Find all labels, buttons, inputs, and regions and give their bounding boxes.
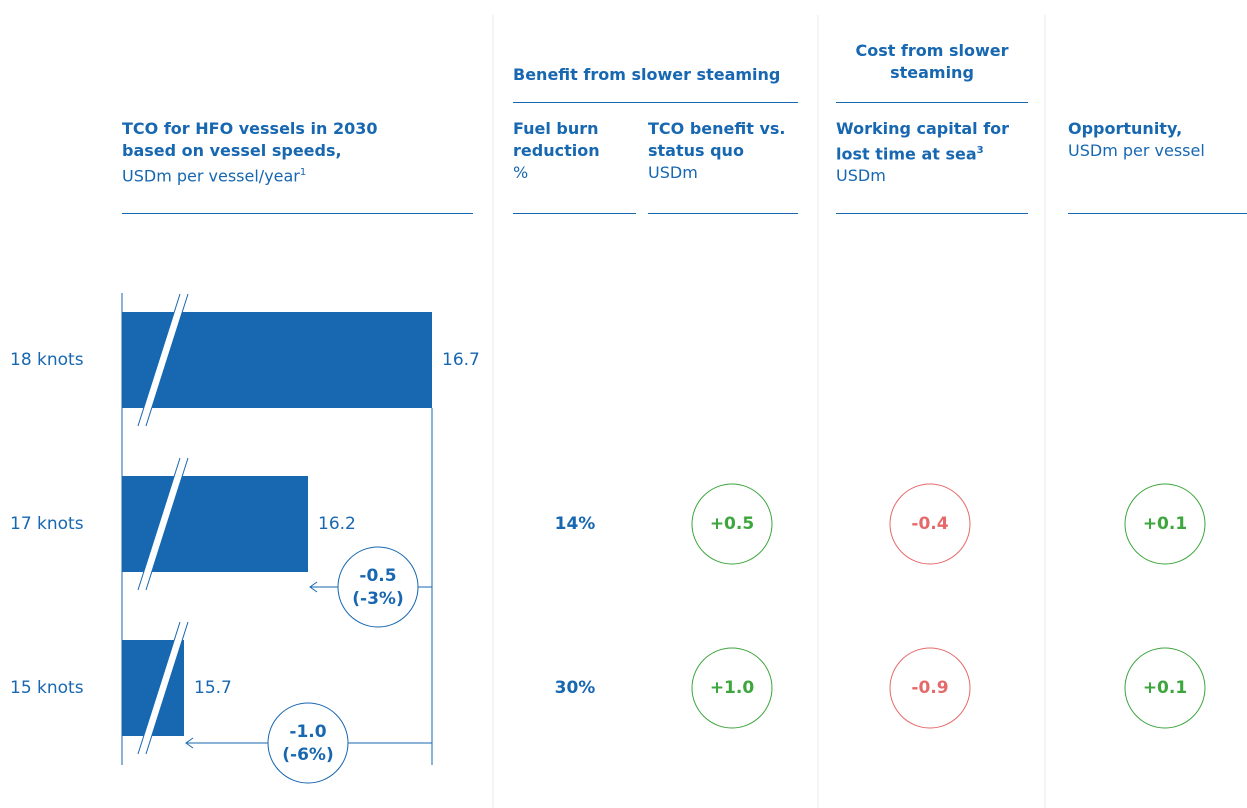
underline — [513, 213, 636, 214]
category-label: 18 knots — [10, 350, 84, 370]
underline — [648, 213, 798, 214]
underline — [122, 213, 473, 214]
table-cell: 14% — [555, 514, 596, 534]
table-cell: -0.4 — [911, 514, 948, 534]
table-cell: +0.1 — [1143, 514, 1187, 534]
axis-break — [137, 293, 181, 427]
axis-break — [137, 621, 181, 755]
column-title: TCO benefit vs. status quo — [648, 119, 786, 160]
category-label: 17 knots — [10, 514, 84, 534]
value-badge — [691, 483, 773, 565]
axis-break — [145, 457, 189, 591]
difference-percent: (-6%) — [282, 745, 333, 765]
column-unit: USDm — [836, 166, 886, 186]
value-badge — [1124, 647, 1206, 729]
footnote: 1 — [299, 167, 307, 178]
table-cell: +1.0 — [710, 678, 755, 698]
value-badge — [889, 647, 971, 729]
value-label: 16.7 — [442, 350, 480, 370]
subtitle-text: USDm per vessel/year — [122, 166, 300, 186]
value-badge — [1124, 483, 1206, 565]
table-cell: -0.9 — [911, 678, 948, 698]
arrow-head — [309, 581, 318, 593]
chart-subtitle: USDm per vessel/year1 — [122, 162, 306, 187]
column-unit: USDm — [648, 163, 698, 182]
title-text: Working capital for lost time at sea — [836, 119, 1010, 164]
difference-badge — [337, 546, 419, 628]
arrow-head — [185, 737, 194, 749]
value-badge — [691, 647, 773, 729]
group-header: Cost from slower steaming — [855, 41, 1009, 82]
table-cell: +0.5 — [710, 514, 754, 534]
column-header: Fuel burn reduction% — [513, 118, 623, 184]
column-title: Fuel burn reduction — [513, 119, 600, 160]
column-unit: % — [513, 163, 529, 182]
footnote: 3 — [976, 145, 984, 156]
value-badge — [889, 483, 971, 565]
column-header: Working capital for lost time at sea3 USD… — [836, 118, 1036, 187]
axis-break — [145, 293, 189, 427]
value-label: 16.2 — [318, 514, 356, 534]
difference-badge — [267, 702, 349, 784]
axis-break — [138, 622, 188, 754]
difference-label: -0.5 — [359, 566, 396, 586]
chart-title: TCO for HFO vessels in 2030 based on ves… — [122, 119, 378, 160]
group-header: Benefit from slower steaming — [513, 65, 781, 84]
difference-label: -1.0 — [289, 722, 326, 742]
column-title: Working capital for lost time at sea3 — [836, 118, 1036, 165]
axis-break — [138, 294, 188, 426]
axis-break — [137, 457, 181, 591]
column-header: Opportunity, USDm per vessel — [1068, 118, 1247, 162]
table-cell: +0.1 — [1143, 678, 1187, 698]
table-cell: 30% — [555, 678, 596, 698]
category-label: 15 knots — [10, 678, 84, 698]
value-label: 15.7 — [194, 678, 232, 698]
underline — [836, 102, 1028, 103]
underline — [513, 102, 798, 103]
difference-percent: (-3%) — [352, 589, 403, 609]
column-unit: USDm per vessel — [1068, 141, 1205, 160]
underline — [836, 213, 1028, 214]
column-header: TCO benefit vs. status quo USDm — [648, 118, 808, 184]
bar — [122, 312, 432, 408]
column-title: Opportunity, — [1068, 119, 1183, 138]
axis-break — [145, 621, 189, 755]
axis-break — [138, 458, 188, 590]
underline — [1068, 213, 1247, 214]
